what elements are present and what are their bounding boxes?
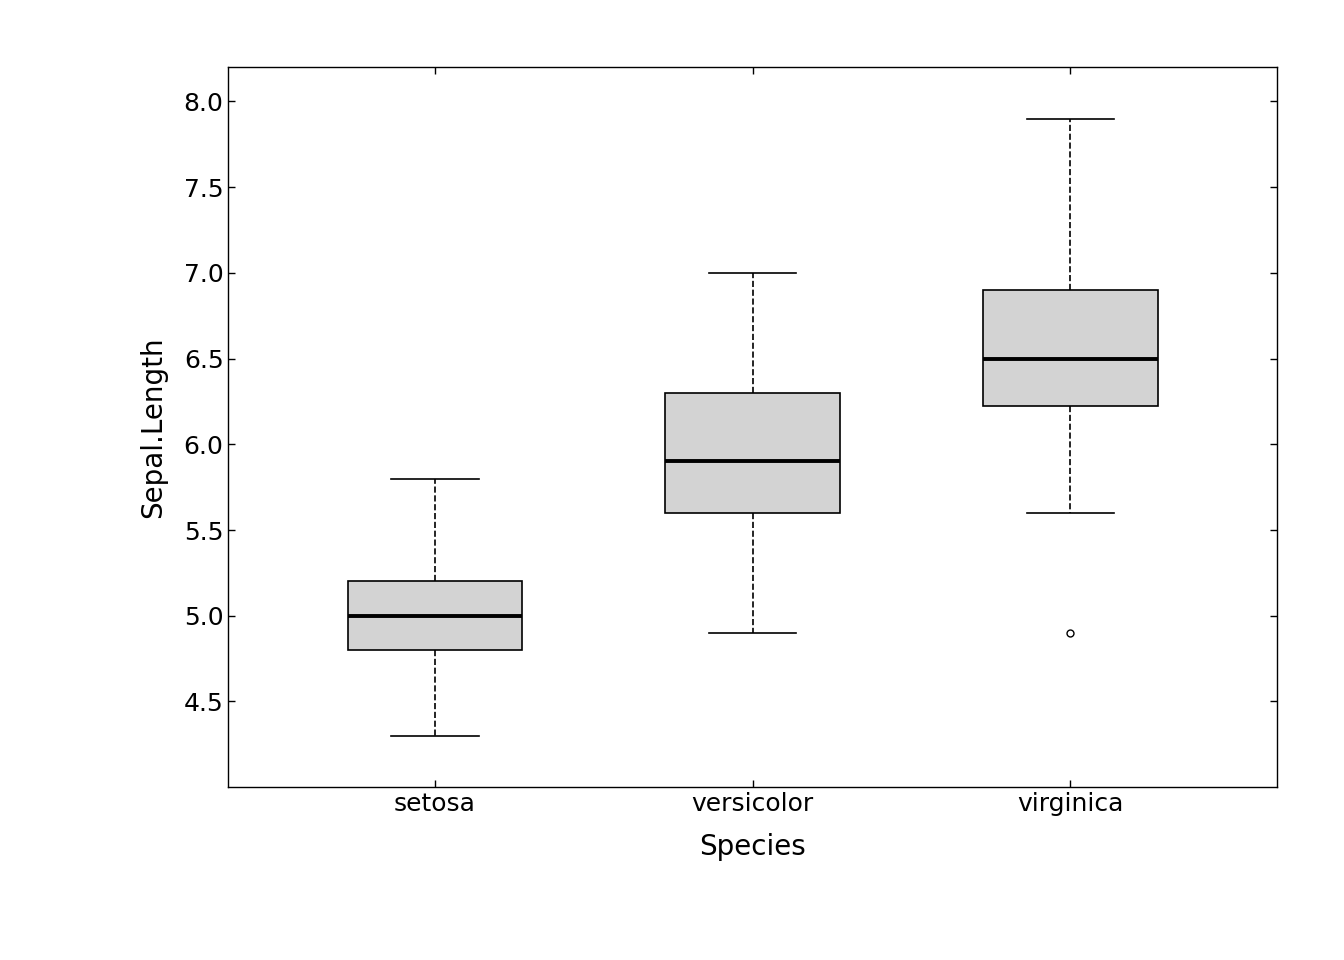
- X-axis label: Species: Species: [699, 832, 806, 861]
- PathPatch shape: [348, 582, 523, 650]
- PathPatch shape: [982, 290, 1157, 406]
- PathPatch shape: [665, 393, 840, 513]
- Y-axis label: Sepal.Length: Sepal.Length: [138, 336, 167, 518]
